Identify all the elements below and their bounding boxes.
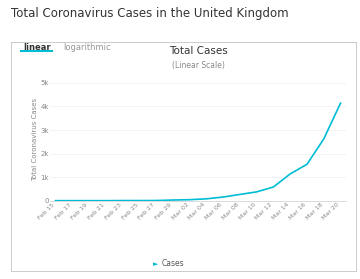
Text: linear: linear (23, 43, 51, 52)
Text: ►: ► (153, 261, 158, 267)
Text: (Linear Scale): (Linear Scale) (172, 61, 224, 69)
Text: Total Coronavirus Cases in the United Kingdom: Total Coronavirus Cases in the United Ki… (11, 7, 288, 20)
Text: Total Cases: Total Cases (168, 46, 228, 56)
Text: Cases: Cases (162, 259, 185, 268)
Y-axis label: Total Coronavirus Cases: Total Coronavirus Cases (32, 98, 37, 181)
Text: logarithmic: logarithmic (63, 43, 111, 52)
